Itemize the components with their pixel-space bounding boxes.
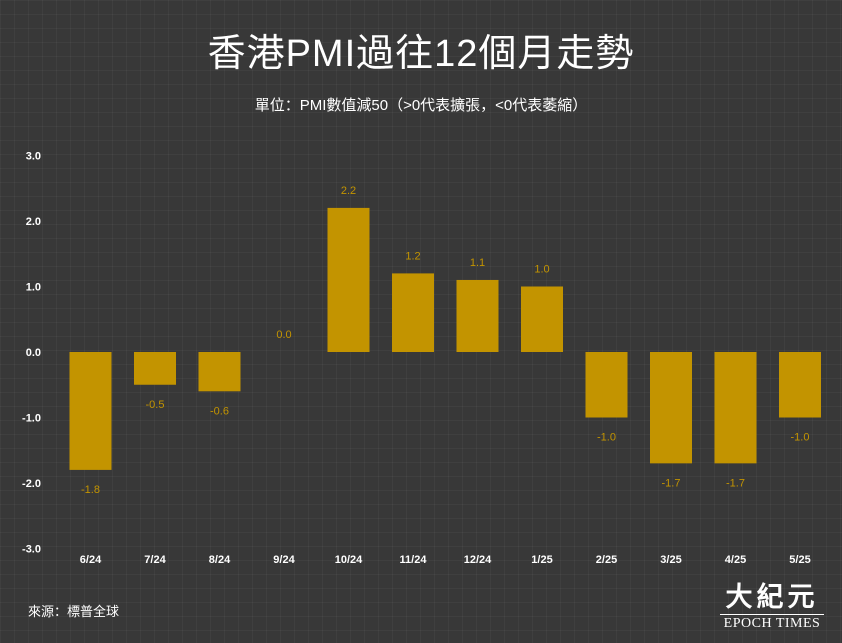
bar [650, 352, 692, 464]
bar [134, 352, 176, 385]
y-tick-label: 0.0 [26, 347, 41, 359]
bar [714, 352, 757, 464]
x-tick-label: 10/24 [335, 554, 363, 566]
x-tick-label: 4/25 [725, 554, 746, 566]
chart-title: 香港PMI過往12個月走勢 [207, 33, 635, 75]
y-tick-label: 2.0 [26, 216, 41, 228]
value-label: 2.2 [341, 185, 356, 197]
value-label: -0.5 [146, 399, 165, 411]
value-label: 1.1 [470, 257, 485, 269]
value-label: 1.0 [534, 264, 549, 276]
value-label: -1.7 [726, 477, 745, 489]
y-tick-label: -2.0 [22, 478, 41, 490]
bar [327, 207, 370, 352]
x-tick-label: 3/25 [660, 554, 681, 566]
source-note: 來源：標普全球 [28, 604, 120, 619]
value-labels: -1.8 -0.5 -0.6 0.0 2.2 1.2 1.1 1.0 -1.0 -1.7 -1.7 -… [81, 185, 809, 496]
value-label: -1.8 [81, 484, 100, 496]
logo-chinese: 大紀元 [725, 582, 819, 613]
bar [456, 279, 499, 352]
x-tick-label: 6/24 [80, 554, 102, 566]
x-tick-label: 12/24 [464, 554, 492, 566]
value-label: -1.0 [597, 432, 616, 444]
y-tick-label: -3.0 [22, 544, 41, 556]
x-tick-label: 9/24 [273, 554, 295, 566]
bars [69, 207, 821, 470]
y-axis-ticks: 3.0 2.0 1.0 0.0 -1.0 -2.0 -3.0 [22, 151, 41, 556]
x-tick-label: 1/25 [531, 554, 552, 566]
y-tick-label: 1.0 [26, 282, 41, 294]
value-label: -1.0 [791, 432, 810, 444]
logo-english: EPOCH TIMES [720, 614, 824, 632]
value-label: 0.0 [276, 329, 291, 341]
x-tick-label: 7/24 [144, 554, 166, 566]
x-tick-label: 2/25 [596, 554, 617, 566]
bar [198, 352, 241, 392]
x-tick-label: 11/24 [400, 554, 428, 566]
value-label: -1.7 [662, 477, 681, 489]
bar [69, 352, 112, 470]
y-tick-label: -1.0 [22, 413, 41, 425]
value-label: 1.2 [405, 250, 420, 262]
bar [392, 273, 434, 352]
bar [521, 286, 563, 352]
chart-subtitle: 單位：PMI數值減50（>0代表擴張，<0代表萎縮） [254, 97, 588, 114]
x-tick-label: 5/25 [789, 554, 810, 566]
x-axis-labels: 6/24 7/24 8/24 9/24 10/24 11/24 12/24 1/25 2/25 3… [80, 554, 811, 566]
bar [779, 352, 821, 418]
value-label: -0.6 [210, 405, 229, 417]
epoch-times-logo: 大紀元 EPOCH TIMES [720, 583, 824, 632]
bar [585, 352, 628, 418]
x-tick-label: 8/24 [209, 554, 231, 566]
y-tick-label: 3.0 [26, 151, 41, 163]
